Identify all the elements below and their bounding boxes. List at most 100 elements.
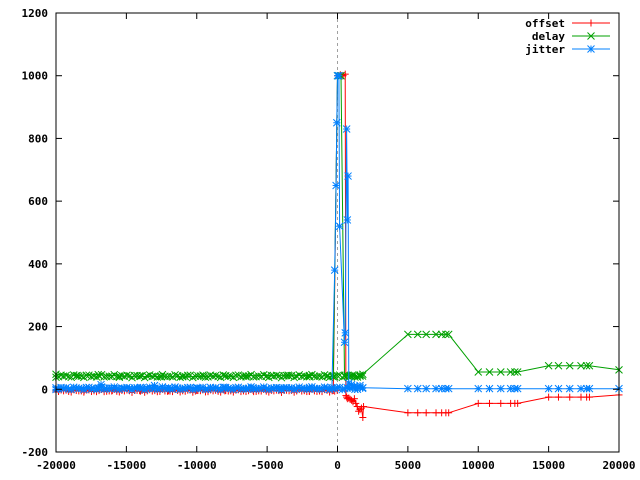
delay-baseline-point xyxy=(259,370,268,379)
x-tick-label: 20000 xyxy=(602,459,635,472)
delay-baseline-point xyxy=(140,373,149,382)
delay-point xyxy=(577,361,585,370)
delay-point xyxy=(221,372,229,380)
delay-point xyxy=(199,372,208,381)
jitter-point xyxy=(404,384,412,393)
jitter-point xyxy=(342,125,351,133)
delay-baseline-point xyxy=(112,372,121,381)
jitter-point xyxy=(192,384,201,392)
jitter-point xyxy=(249,383,257,392)
delay-baseline-point xyxy=(201,373,210,382)
delay-baseline-point xyxy=(252,372,261,381)
delay-point xyxy=(422,330,431,339)
x-tick-label: -10000 xyxy=(177,459,217,472)
delay-point xyxy=(263,371,271,380)
jitter-point xyxy=(136,383,145,392)
jitter-point xyxy=(358,383,367,392)
jitter-point xyxy=(474,384,483,393)
delay-baseline-point xyxy=(176,373,184,382)
y-tick-label: 1200 xyxy=(22,7,49,20)
delay-point xyxy=(242,371,250,380)
delay-point xyxy=(544,361,553,370)
y-tick-label: -200 xyxy=(22,446,49,459)
delay-point xyxy=(565,361,574,370)
y-tick-label: 0 xyxy=(41,383,48,396)
delay-point xyxy=(582,361,591,370)
delay-point xyxy=(474,368,483,376)
delay-point xyxy=(358,370,367,379)
jitter-point xyxy=(544,384,553,393)
jitter-point xyxy=(164,383,173,392)
delay-point xyxy=(305,371,314,380)
delay-point xyxy=(73,371,81,380)
y-tick-label: 800 xyxy=(28,132,48,145)
delay-point xyxy=(413,330,422,339)
delay-baseline-point xyxy=(77,372,86,381)
jitter-point xyxy=(485,384,494,393)
delay-baseline-point xyxy=(320,371,329,379)
delay-baseline-point xyxy=(249,373,258,381)
jitter-baseline-point xyxy=(295,383,304,391)
jitter-point xyxy=(305,383,314,392)
delay-point xyxy=(329,372,338,381)
jitter-point xyxy=(343,216,352,224)
delay-point xyxy=(510,368,519,376)
legend-label-jitter: jitter xyxy=(525,43,565,56)
delay-baseline-point xyxy=(308,370,316,379)
legend-label-offset: offset xyxy=(525,17,565,30)
delay-point xyxy=(178,372,187,381)
x-tick-label: -20000 xyxy=(36,459,76,472)
y-tick-label: 200 xyxy=(28,321,48,334)
delay-baseline-point xyxy=(183,371,192,380)
delay-baseline-point xyxy=(211,371,220,380)
jitter-point xyxy=(332,118,341,127)
delay-baseline-point xyxy=(105,372,114,381)
jitter-point xyxy=(328,383,336,392)
jitter-point xyxy=(585,384,594,393)
series-jitter xyxy=(52,71,623,394)
jitter-baseline-point xyxy=(259,383,268,391)
delay-baseline-point xyxy=(295,370,304,379)
delay-point xyxy=(585,361,594,370)
delay-point xyxy=(404,330,412,339)
y-tick-label: 1000 xyxy=(22,70,49,83)
jitter-point xyxy=(577,384,585,393)
jitter-point xyxy=(150,381,159,390)
delay-baseline-point xyxy=(62,371,70,380)
jitter-point xyxy=(344,172,352,180)
delay-point xyxy=(284,371,293,380)
jitter-point xyxy=(332,181,340,190)
delay-baseline-point xyxy=(351,373,359,381)
x-tick-label: 10000 xyxy=(462,459,495,472)
y-tick-label: 400 xyxy=(28,258,48,271)
legend-label-delay: delay xyxy=(532,30,565,43)
delay-baseline-point xyxy=(232,371,240,380)
delay-baseline-point xyxy=(302,372,311,381)
legend-marker-jitter xyxy=(587,45,595,53)
delay-point xyxy=(432,330,440,339)
jitter-point xyxy=(347,380,356,389)
delay-baseline-point xyxy=(188,373,197,382)
delay-point xyxy=(444,330,453,339)
delay-baseline-point xyxy=(340,372,349,381)
jitter-point xyxy=(565,384,574,393)
delay-baseline-point xyxy=(242,372,250,381)
delay-point xyxy=(485,368,494,376)
delay-baseline-point xyxy=(123,371,131,380)
delay-baseline-point xyxy=(100,373,108,381)
y-tick-label: 600 xyxy=(28,195,48,208)
jitter-point xyxy=(432,384,440,393)
delay-point xyxy=(442,330,450,339)
x-tick-label: 0 xyxy=(334,459,341,472)
x-tick-label: -15000 xyxy=(107,459,147,472)
tick-layer: -20000 -15000 -10000 -5000 0 5000 10000 15000 20… xyxy=(22,7,636,472)
delay-point xyxy=(554,361,563,370)
x-tick-label: -5000 xyxy=(251,459,284,472)
jitter-point xyxy=(335,222,344,231)
delay-baseline-point xyxy=(234,371,243,379)
jitter-point xyxy=(496,384,505,393)
delay-baseline-point xyxy=(74,372,83,381)
offset-line xyxy=(55,73,620,418)
